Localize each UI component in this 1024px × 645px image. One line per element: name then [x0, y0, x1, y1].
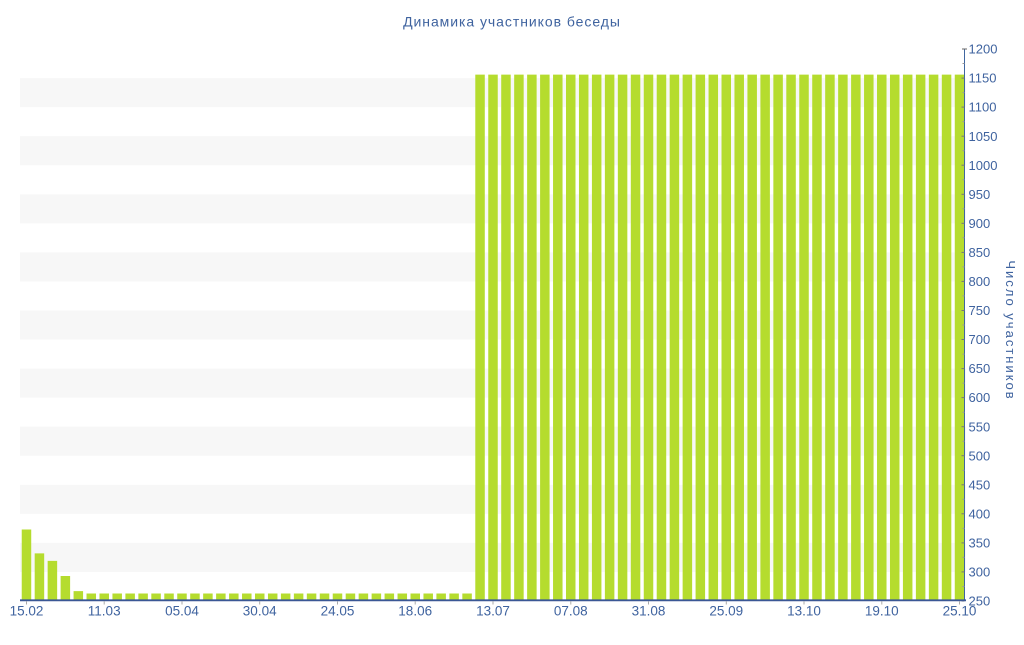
svg-text:450: 450	[969, 477, 991, 492]
svg-text:05.04: 05.04	[165, 604, 199, 619]
svg-text:25.10: 25.10	[943, 604, 977, 619]
svg-text:1050: 1050	[969, 129, 998, 144]
svg-text:1000: 1000	[969, 158, 998, 173]
svg-text:Число участников: Число участников	[1003, 260, 1018, 400]
svg-text:1200: 1200	[969, 42, 998, 57]
svg-text:250: 250	[969, 594, 991, 609]
svg-text:850: 850	[969, 245, 991, 260]
svg-text:350: 350	[969, 536, 991, 551]
svg-text:800: 800	[969, 274, 991, 289]
svg-text:25.09: 25.09	[709, 604, 743, 619]
svg-text:950: 950	[969, 187, 991, 202]
svg-text:11.03: 11.03	[88, 604, 121, 619]
svg-text:1100: 1100	[969, 100, 997, 115]
svg-text:600: 600	[969, 390, 991, 405]
svg-text:900: 900	[969, 216, 991, 231]
svg-text:700: 700	[969, 332, 991, 347]
svg-text:07.08: 07.08	[554, 604, 588, 619]
svg-text:31.08: 31.08	[632, 604, 666, 619]
svg-text:24.05: 24.05	[321, 604, 355, 619]
svg-text:15.02: 15.02	[10, 604, 44, 619]
svg-text:300: 300	[969, 565, 991, 580]
svg-text:750: 750	[969, 303, 991, 318]
svg-text:400: 400	[969, 506, 991, 521]
svg-text:19.10: 19.10	[865, 604, 899, 619]
svg-text:500: 500	[969, 448, 991, 463]
svg-text:650: 650	[969, 361, 991, 376]
svg-text:Динамика участников беседы: Динамика участников беседы	[403, 14, 621, 30]
svg-text:18.06: 18.06	[398, 604, 432, 619]
svg-text:13.10: 13.10	[787, 604, 821, 619]
svg-text:30.04: 30.04	[243, 604, 277, 619]
svg-text:13.07: 13.07	[476, 604, 510, 619]
svg-text:550: 550	[969, 419, 991, 434]
svg-text:1150: 1150	[969, 71, 997, 86]
